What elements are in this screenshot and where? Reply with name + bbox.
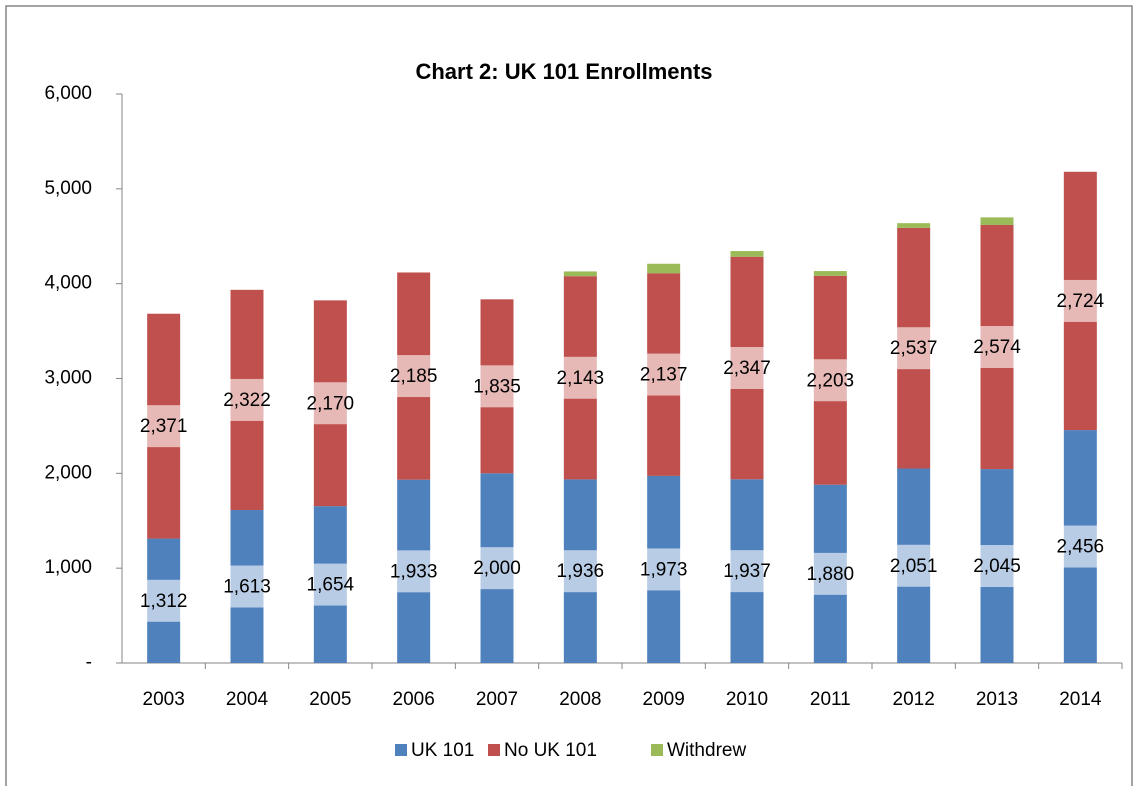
data-label-bg [1047,279,1114,322]
data-label-bg [464,365,530,408]
data-label-bg [214,565,280,608]
y-tick-label: 5,000 [44,178,92,199]
y-tick-label: - [86,652,92,673]
data-label-bg [964,545,1030,588]
data-label-bg [464,547,530,590]
data-label: 2,137 [640,365,688,386]
data-label-bg [880,544,947,587]
data-label-bg [964,326,1030,369]
x-tick-label: 2003 [143,689,185,710]
data-label-bg [797,359,864,402]
data-label-bg [297,563,364,606]
x-tick-label: 2005 [309,689,351,710]
data-label: 1,936 [557,561,605,582]
bar-segment [563,271,597,277]
data-label-bg [630,353,697,396]
data-label-bg [380,550,447,593]
y-tick-label: 1,000 [44,557,92,578]
data-label-bg [797,552,864,595]
data-label: 1,933 [390,561,438,582]
bar-segment [980,217,1014,225]
x-tick-label: 2011 [810,689,851,710]
data-label-bg [297,382,364,425]
data-label-bg [880,327,947,370]
x-tick-label: 2009 [643,689,685,710]
x-tick-label: 2007 [476,689,518,710]
data-label: 2,051 [890,556,938,577]
x-tick-label: 2012 [893,689,935,710]
y-tick-label: 2,000 [44,462,92,483]
bar-segment [813,271,847,276]
data-label-bg [547,550,614,593]
bar-segment [647,263,681,274]
data-label: 1,654 [307,575,355,596]
data-label: 1,312 [140,591,188,612]
data-label-bg [714,347,780,390]
data-label: 2,574 [973,337,1021,358]
data-label: 2,170 [307,393,355,414]
legend-label: UK 101 [411,740,474,761]
y-tick-label: 4,000 [44,273,92,294]
data-label-bg [214,378,280,421]
data-label: 2,143 [557,368,605,389]
data-label: 1,973 [640,559,688,580]
legend-label: Withdrew [667,740,746,761]
legend-swatch [395,744,407,756]
data-label: 2,000 [473,558,521,579]
bar-segment [897,223,931,228]
data-label: 2,185 [390,366,438,387]
y-tick-label: 3,000 [44,368,92,389]
x-tick-label: 2010 [726,689,768,710]
data-label: 2,322 [223,390,271,411]
data-label-bg [130,405,197,448]
data-label-bg [1047,525,1114,568]
data-label-bg [380,355,447,398]
data-label: 2,045 [973,556,1021,577]
legend-swatch [488,744,500,756]
data-label: 1,880 [807,564,855,585]
data-label-bg [130,579,197,622]
data-label: 1,613 [223,577,271,598]
data-label: 2,724 [1057,291,1105,312]
chart-title: Chart 2: UK 101 Enrollments [415,59,712,84]
data-label: 2,456 [1057,537,1105,558]
x-tick-label: 2006 [393,689,435,710]
data-label-bg [630,548,697,591]
x-tick-label: 2008 [559,689,601,710]
y-tick-label: 6,000 [44,83,92,104]
data-label: 2,371 [140,416,188,437]
x-tick-label: 2004 [226,689,269,710]
legend-label: No UK 101 [504,740,597,761]
data-label-bg [714,550,780,593]
data-label: 1,835 [473,376,521,397]
data-label: 2,537 [890,338,938,359]
data-label: 1,937 [723,561,771,582]
data-label: 2,347 [723,358,771,379]
x-tick-label: 2014 [1059,689,1102,710]
data-label: 2,203 [807,370,855,391]
x-tick-label: 2013 [976,689,1018,710]
data-label-bg [547,356,614,399]
bar-segment [730,251,764,257]
legend-swatch [651,744,663,756]
